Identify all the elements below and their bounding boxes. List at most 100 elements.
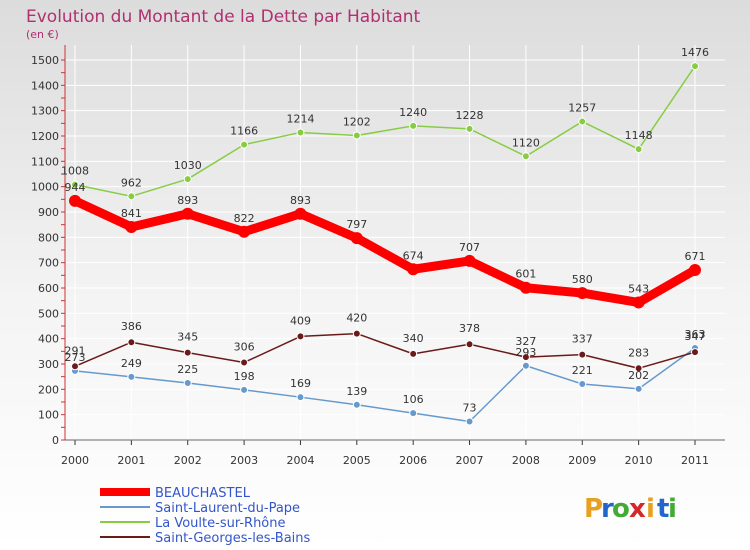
y-tick-label: 1200: [31, 130, 59, 143]
data-label: 1257: [568, 102, 596, 115]
data-point: [691, 348, 699, 357]
data-label: 671: [685, 250, 706, 263]
data-point: [691, 62, 699, 71]
data-label: 198: [234, 370, 255, 383]
data-label: 707: [459, 241, 480, 254]
data-point: [125, 220, 138, 233]
data-label: 822: [234, 212, 255, 225]
data-label: 378: [459, 322, 480, 335]
data-label: 283: [628, 346, 649, 359]
x-tick-label: 2002: [174, 454, 202, 467]
data-point: [69, 194, 81, 207]
x-tick-label: 2003: [230, 454, 258, 467]
data-label: 291: [65, 344, 86, 357]
data-point: [465, 417, 474, 426]
series-line-3: [74, 332, 696, 370]
x-tick-label: 2007: [456, 454, 484, 467]
data-point: [578, 380, 587, 389]
data-point: [632, 296, 645, 309]
data-point: [689, 264, 701, 277]
legend-entry: La Voulte-sur-Rhône: [155, 516, 286, 531]
data-label: 1202: [343, 115, 371, 128]
data-point: [127, 372, 136, 381]
series-line-0: [73, 196, 698, 307]
logo-letter: r: [601, 494, 614, 524]
data-label: 543: [628, 282, 649, 295]
data-label: 1030: [174, 159, 202, 172]
data-label: 363: [685, 328, 706, 341]
data-point: [183, 379, 192, 387]
x-tick-label: 2006: [399, 454, 427, 467]
axes: 0 100 200 300 400 500 600 700 800 900 1000 1100 1200…: [31, 45, 725, 467]
series: [69, 62, 701, 426]
data-label: 841: [121, 207, 142, 220]
data-label: 73: [463, 402, 477, 415]
legend-entry: Saint-Georges-les-Bains: [155, 531, 311, 546]
data-point: [521, 152, 530, 161]
data-label: 601: [515, 268, 536, 281]
data-label: 1228: [456, 109, 484, 122]
data-label: 893: [177, 194, 198, 207]
data-point: [240, 140, 249, 149]
data-point: [294, 207, 307, 220]
data-point: [578, 350, 587, 359]
data-point: [407, 263, 420, 276]
data-label: 273: [65, 351, 86, 364]
data-label: 1240: [399, 106, 427, 119]
data-label: 347: [685, 330, 706, 343]
data-point: [71, 180, 79, 189]
data-label: 337: [572, 333, 593, 346]
data-label: 944: [65, 181, 86, 194]
chart-title: Evolution du Montant de la Dette par Hab…: [26, 7, 421, 27]
data-label: 202: [628, 369, 649, 382]
y-tick-label: 900: [38, 206, 59, 219]
data-point: [576, 287, 589, 300]
data-label: 169: [290, 377, 311, 390]
data-point: [521, 361, 530, 370]
data-label: 340: [403, 332, 424, 345]
x-tick-label: 2011: [681, 454, 709, 467]
data-point: [350, 232, 363, 245]
grid: [65, 45, 725, 441]
data-point: [181, 207, 194, 220]
x-tick-label: 2009: [568, 454, 596, 467]
data-label: 386: [121, 320, 142, 333]
logo-letter: o: [612, 494, 630, 524]
data-point: [519, 281, 532, 294]
data-label: 420: [346, 312, 367, 325]
y-tick-label: 800: [38, 231, 59, 244]
data-point: [127, 338, 136, 347]
data-point: [634, 145, 643, 154]
logo-letter: i: [668, 494, 677, 524]
data-label: 327: [515, 335, 536, 348]
data-label: 139: [346, 385, 367, 398]
data-point: [463, 254, 476, 267]
data-label: 1476: [681, 46, 709, 59]
data-point: [352, 400, 361, 409]
data-point: [240, 385, 249, 394]
data-label: 249: [121, 357, 142, 370]
data-point: [578, 117, 587, 126]
legend-entry: BEAUCHASTEL: [155, 486, 251, 501]
data-label: 1120: [512, 136, 540, 149]
x-tick-label: 2001: [117, 454, 145, 467]
x-tick-label: 2004: [286, 454, 314, 467]
data-label: 345: [177, 331, 198, 344]
logo-letter: P: [584, 494, 603, 524]
data-point: [296, 128, 305, 137]
series-line-1: [74, 347, 696, 423]
y-tick-label: 1400: [31, 79, 59, 92]
y-tick-label: 200: [38, 383, 59, 396]
y-tick-label: 700: [38, 257, 59, 270]
data-point: [409, 409, 418, 418]
data-label: 409: [290, 314, 311, 327]
data-point: [465, 124, 474, 133]
data-point: [634, 364, 643, 373]
data-point: [465, 340, 474, 349]
x-tick-label: 2005: [343, 454, 371, 467]
data-label: 1148: [625, 129, 653, 142]
data-point: [409, 121, 418, 130]
